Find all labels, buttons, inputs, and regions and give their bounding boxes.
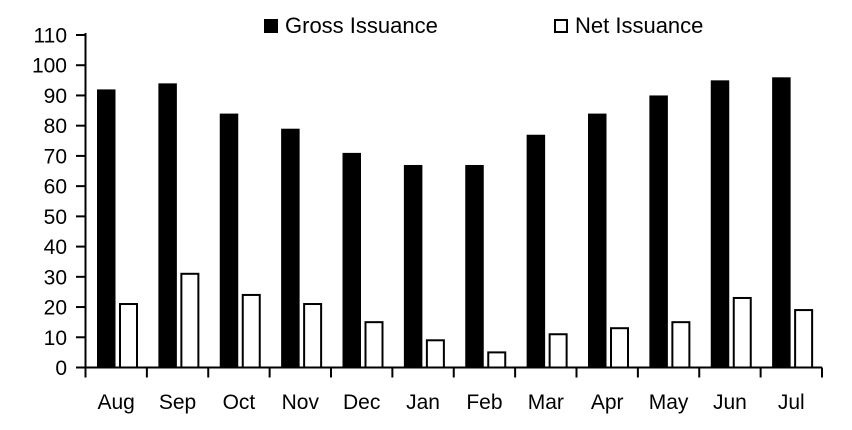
x-tick-label-jul: Jul bbox=[778, 391, 805, 414]
x-tick-label-dec: Dec bbox=[343, 391, 380, 414]
bar-net-issuance-apr bbox=[610, 327, 629, 369]
legend-item-gross-issuance: Gross Issuance bbox=[264, 15, 438, 37]
legend-item-net-issuance: Net Issuance bbox=[554, 15, 703, 37]
legend-label-net-issuance: Net Issuance bbox=[575, 13, 704, 38]
y-tick-label: 40 bbox=[44, 236, 67, 259]
y-tick-label: 0 bbox=[55, 357, 67, 380]
x-tick-label-nov: Nov bbox=[282, 391, 320, 414]
bar-gross-issuance-mar bbox=[526, 134, 546, 368]
bar-gross-issuance-feb bbox=[465, 164, 484, 368]
gross-issuance-swatch-icon bbox=[264, 19, 278, 33]
x-tick-label-mar: Mar bbox=[528, 391, 564, 414]
bar-net-issuance-aug bbox=[119, 303, 138, 369]
bar-net-issuance-feb bbox=[487, 351, 507, 369]
y-tick-label: 20 bbox=[44, 297, 67, 320]
bar-net-issuance-jul bbox=[794, 309, 814, 369]
legend-label-gross-issuance: Gross Issuance bbox=[285, 13, 438, 38]
bar-gross-issuance-jul bbox=[772, 77, 791, 368]
y-tick-label: 50 bbox=[44, 206, 67, 229]
y-tick-label: 110 bbox=[34, 25, 67, 48]
bar-net-issuance-jan bbox=[425, 339, 445, 369]
x-tick-label-feb: Feb bbox=[466, 391, 502, 414]
bar-net-issuance-mar bbox=[548, 333, 568, 369]
x-tick-label-jun: Jun bbox=[713, 391, 747, 414]
bar-gross-issuance-sep bbox=[158, 83, 177, 368]
x-tick-label-sep: Sep bbox=[159, 391, 196, 414]
bar-gross-issuance-dec bbox=[342, 152, 361, 368]
y-tick-label: 10 bbox=[44, 327, 67, 350]
bar-gross-issuance-oct bbox=[219, 113, 239, 368]
bar-net-issuance-may bbox=[671, 321, 691, 369]
y-tick-label: 70 bbox=[44, 145, 67, 168]
y-tick-label: 30 bbox=[44, 266, 67, 289]
x-tick-label-aug: Aug bbox=[98, 391, 135, 414]
net-issuance-swatch-icon bbox=[554, 19, 568, 33]
y-tick-label: 100 bbox=[32, 55, 67, 78]
y-tick-label: 80 bbox=[44, 115, 67, 138]
x-tick-label-oct: Oct bbox=[223, 391, 256, 414]
bar-net-issuance-nov bbox=[303, 303, 323, 369]
bar-gross-issuance-may bbox=[649, 95, 668, 368]
y-tick-label: 90 bbox=[44, 85, 67, 108]
bar-gross-issuance-jan bbox=[403, 164, 423, 368]
bar-gross-issuance-jun bbox=[710, 80, 730, 368]
bar-net-issuance-dec bbox=[364, 321, 384, 369]
bar-net-issuance-oct bbox=[241, 293, 261, 369]
x-tick-label-apr: Apr bbox=[591, 391, 624, 414]
x-tick-label-may: May bbox=[649, 391, 689, 414]
bar-net-issuance-jun bbox=[732, 296, 752, 369]
y-tick-label: 60 bbox=[44, 176, 67, 199]
x-tick-label-jan: Jan bbox=[406, 391, 440, 414]
bar-net-issuance-sep bbox=[180, 272, 200, 369]
bar-gross-issuance-aug bbox=[97, 89, 116, 368]
bar-gross-issuance-apr bbox=[588, 113, 607, 368]
bar-gross-issuance-nov bbox=[281, 128, 300, 368]
